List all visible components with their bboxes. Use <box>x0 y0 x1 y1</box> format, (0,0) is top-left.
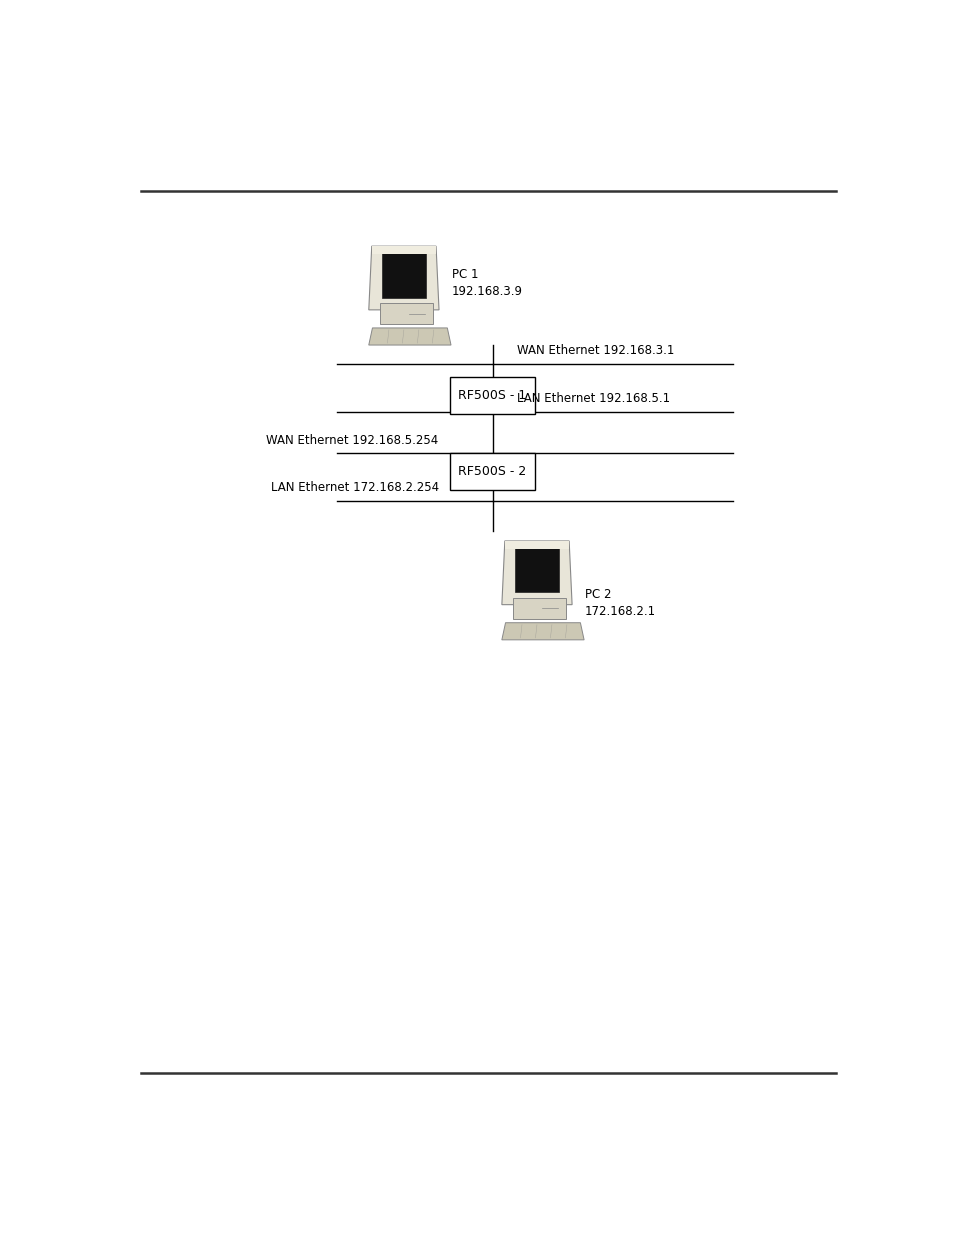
Text: LAN Ethernet 192.168.5.1: LAN Ethernet 192.168.5.1 <box>517 391 669 405</box>
Polygon shape <box>504 541 569 548</box>
Text: PC 1: PC 1 <box>452 268 478 282</box>
Text: WAN Ethernet 192.168.3.1: WAN Ethernet 192.168.3.1 <box>517 345 674 357</box>
Polygon shape <box>369 329 451 345</box>
Polygon shape <box>501 541 572 605</box>
Text: RF500S - 1: RF500S - 1 <box>458 389 526 401</box>
Bar <box>450 378 535 414</box>
Text: 192.168.3.9: 192.168.3.9 <box>452 285 522 299</box>
Text: PC 2: PC 2 <box>584 588 611 600</box>
Bar <box>450 453 535 489</box>
Text: 172.168.2.1: 172.168.2.1 <box>584 605 656 618</box>
Polygon shape <box>513 598 565 619</box>
Polygon shape <box>369 246 438 310</box>
Polygon shape <box>382 253 425 298</box>
Polygon shape <box>501 622 583 640</box>
Text: LAN Ethernet 172.168.2.254: LAN Ethernet 172.168.2.254 <box>271 482 438 494</box>
Polygon shape <box>515 548 558 593</box>
Text: RF500S - 2: RF500S - 2 <box>458 466 526 478</box>
Polygon shape <box>380 304 433 324</box>
Polygon shape <box>372 246 436 253</box>
Text: WAN Ethernet 192.168.5.254: WAN Ethernet 192.168.5.254 <box>266 433 438 447</box>
